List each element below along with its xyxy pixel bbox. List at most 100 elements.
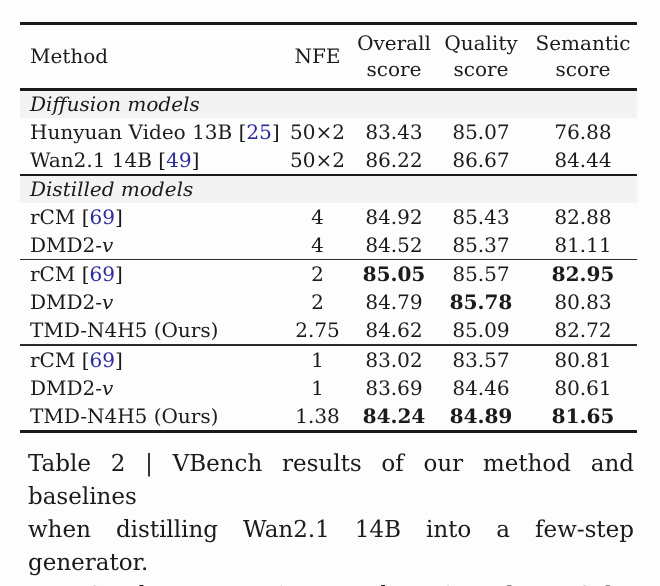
- overall-score-cell: 83.02: [365, 347, 423, 372]
- quality-score-cell: 85.57: [452, 262, 510, 287]
- method-name: rCM: [30, 347, 76, 372]
- method-cell: rCM [69]: [30, 347, 123, 372]
- semantic-score-cell: 81.11: [554, 233, 612, 257]
- caption-line: when distilling Wan2.1 14B into a few-st…: [28, 514, 634, 580]
- nfe-score-cell: 2: [311, 290, 324, 315]
- column-header-quality: Quality score: [444, 31, 518, 81]
- method-cell: Hunyuan Video 13B [25]: [30, 120, 280, 144]
- results-table: Method NFE Overall score Quality score Seman…: [20, 22, 637, 433]
- caption-text: DMD2-: [28, 583, 111, 586]
- method-name: Wan2.1 14B: [30, 148, 152, 172]
- caption-text: when distilling Wan2.1 14B into a few-st…: [28, 517, 634, 576]
- quality-score-cell: 85.43: [452, 205, 510, 229]
- overall-score-cell: 86.22: [365, 148, 423, 172]
- column-header-nfe: NFE: [294, 44, 341, 68]
- table-row: rCM [69] 4 84.92 85.43 82.88: [20, 203, 637, 231]
- citation-link[interactable]: 69: [89, 347, 115, 372]
- nfe-score-cell: 4: [311, 233, 324, 257]
- method-name: rCM: [30, 205, 76, 229]
- citation-link[interactable]: 49: [166, 148, 192, 172]
- semantic-score-cell: 80.61: [554, 375, 612, 400]
- group-divider-rule: [20, 344, 637, 346]
- method-cell: DMD2-v: [20, 374, 280, 402]
- nfe-score-cell: 1.38: [295, 403, 340, 428]
- table-bottom-rule: [20, 429, 637, 433]
- overall-score-cell: 83.43: [365, 120, 423, 144]
- method-name: DMD2-: [30, 290, 103, 315]
- caption-line: DMD2-v denotes our improved version of D…: [28, 580, 634, 586]
- semantic-score-cell: 81.65: [551, 403, 615, 428]
- method-cell: rCM [69]: [30, 262, 123, 287]
- quality-score-cell: 84.46: [452, 375, 510, 400]
- method-name: Hunyuan Video 13B: [30, 120, 233, 144]
- method-variant-letter: v: [102, 375, 114, 400]
- table-header-rule: [20, 88, 637, 91]
- table-top-rule: [20, 22, 637, 25]
- nfe-score-cell: 1: [311, 347, 324, 372]
- caption-text: Table 2 | VBench results of our method a…: [28, 451, 634, 510]
- method-cell: DMD2-v: [20, 231, 280, 259]
- column-header-semantic: Semantic score: [535, 31, 631, 81]
- table-header-row: Method NFE Overall score Quality score Seman…: [20, 25, 637, 88]
- semantic-score-cell: 82.95: [551, 262, 615, 287]
- nfe-score-cell: 2: [311, 262, 324, 287]
- method-name: DMD2-: [30, 375, 103, 400]
- table-row: DMD2-v 2 84.79 85.78 80.83: [20, 288, 637, 316]
- quality-score-cell: 85.07: [452, 120, 510, 144]
- overall-score-cell: 83.69: [365, 375, 423, 400]
- method-cell: TMD-N4H5 (Ours): [20, 402, 280, 430]
- quality-score-cell: 85.78: [449, 290, 513, 315]
- method-cell: DMD2-v: [20, 288, 280, 316]
- overall-score-cell: 84.79: [365, 290, 423, 315]
- column-header-overall: Overall score: [357, 31, 431, 81]
- citation-link[interactable]: 25: [246, 120, 272, 144]
- semantic-score-cell: 76.88: [554, 120, 612, 144]
- quality-score-cell: 85.37: [452, 233, 510, 257]
- table-row: DMD2-v 4 84.52 85.37 81.11: [20, 231, 637, 259]
- table-row: TMD-N4H5 (Ours) 1.38 84.24 84.89 81.65: [20, 402, 637, 430]
- nfe-score-cell: 50×2: [290, 148, 345, 172]
- nfe-score-cell: 50×2: [290, 120, 345, 144]
- overall-score-cell: 84.62: [365, 318, 423, 343]
- method-variant-letter: v: [102, 233, 114, 257]
- method-variant-letter: v: [102, 290, 114, 315]
- semantic-score-cell: 82.72: [554, 318, 612, 343]
- table-row: Wan2.1 14B [49] 50×2 86.22 86.67 84.44: [20, 146, 637, 174]
- semantic-score-cell: 80.81: [554, 347, 612, 372]
- quality-score-cell: 83.57: [452, 347, 510, 372]
- group-divider-rule: [20, 174, 637, 176]
- section-header: Diffusion models: [20, 91, 637, 118]
- quality-score-cell: 85.09: [452, 318, 510, 343]
- method-cell: Wan2.1 14B [49]: [30, 148, 200, 172]
- nfe-score-cell: 1: [311, 375, 324, 400]
- overall-score-cell: 84.52: [365, 233, 423, 257]
- table-row: TMD-N4H5 (Ours) 2.75 84.62 85.09 82.72: [20, 316, 637, 344]
- citation-link[interactable]: 69: [89, 262, 115, 287]
- method-name: rCM: [30, 262, 76, 287]
- nfe-score-cell: 2.75: [295, 318, 340, 343]
- table-caption: Table 2 | VBench results of our method a…: [28, 448, 634, 586]
- method-cell: rCM [69]: [30, 205, 123, 229]
- overall-score-cell: 84.92: [365, 205, 423, 229]
- method-name: TMD-N4H5 (Ours): [30, 318, 219, 343]
- citation-link[interactable]: 69: [89, 205, 115, 229]
- nfe-score-cell: 4: [311, 205, 324, 229]
- semantic-score-cell: 82.88: [554, 205, 612, 229]
- table-row: rCM [69] 2 85.05 85.57 82.95: [20, 260, 637, 288]
- table-body: Diffusion models Hunyuan Video 13B [25] 50…: [20, 91, 637, 430]
- semantic-score-cell: 84.44: [554, 148, 612, 172]
- table-row: rCM [69] 1 83.02 83.57 80.81: [20, 346, 637, 374]
- caption-text: denotes our improved version of DMD2 for: [124, 583, 634, 586]
- method-name: TMD-N4H5 (Ours): [30, 403, 219, 428]
- quality-score-cell: 84.89: [449, 403, 513, 428]
- table-row: DMD2-v 1 83.69 84.46 80.61: [20, 374, 637, 402]
- group-divider-rule: [20, 259, 637, 261]
- overall-score-cell: 84.24: [362, 403, 426, 428]
- method-cell: TMD-N4H5 (Ours): [20, 316, 280, 344]
- column-header-method: Method: [30, 44, 109, 68]
- section-header: Distilled models: [20, 176, 637, 203]
- caption-variant-letter: v: [111, 583, 124, 586]
- overall-score-cell: 85.05: [362, 262, 426, 287]
- quality-score-cell: 86.67: [452, 148, 510, 172]
